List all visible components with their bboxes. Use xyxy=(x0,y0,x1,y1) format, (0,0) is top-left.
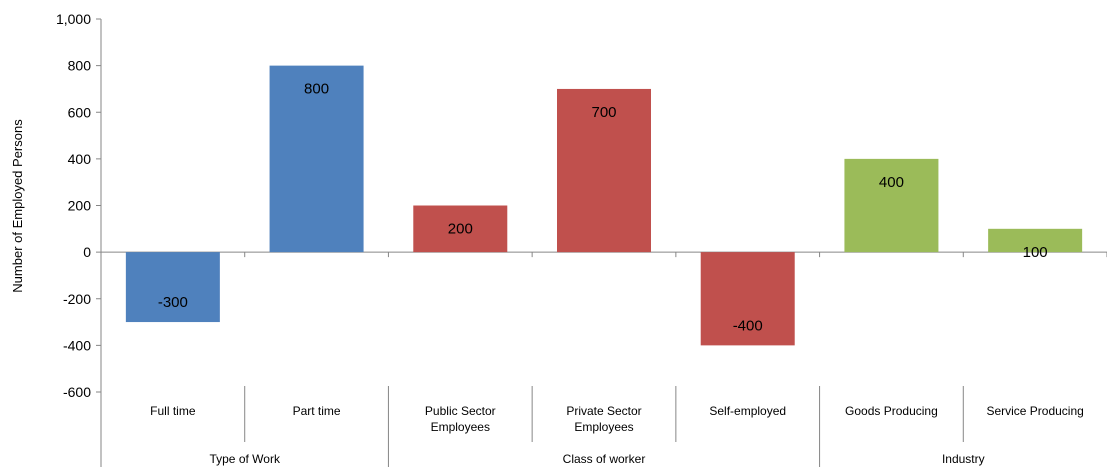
y-axis-title-group: Number of Employed Persons xyxy=(10,119,25,293)
bar xyxy=(269,65,364,253)
group-label: Industry xyxy=(942,452,985,466)
category-label: Service Producing xyxy=(986,404,1083,418)
data-label: 100 xyxy=(1023,244,1048,261)
bar xyxy=(125,252,220,323)
data-label: 700 xyxy=(591,104,616,121)
y-axis-title: Number of Employed Persons xyxy=(10,119,25,293)
y-tick-label: -400 xyxy=(63,337,91,353)
category-label: Goods Producing xyxy=(845,404,938,418)
y-tick-label: 400 xyxy=(68,151,92,167)
data-label: 400 xyxy=(879,174,904,191)
x-axis xyxy=(101,251,1107,467)
bar xyxy=(557,88,651,253)
group-label: Class of worker xyxy=(563,452,646,466)
category-label: Full time xyxy=(150,404,196,418)
y-tick-label: 1,000 xyxy=(56,11,91,27)
category-label: Private Sector Employees xyxy=(566,404,641,434)
data-label: -400 xyxy=(733,317,763,334)
data-labels: -300 800 200 700 -400 400 100 xyxy=(158,81,1048,335)
y-tick-label: 800 xyxy=(68,58,92,74)
y-tick-label: -600 xyxy=(63,384,91,400)
y-tick-label: -200 xyxy=(63,291,91,307)
group-label: Type of Work xyxy=(209,452,280,466)
data-label: 200 xyxy=(448,221,473,238)
bar xyxy=(844,158,939,253)
y-tick-label: 0 xyxy=(83,244,91,260)
category-label: Part time xyxy=(293,404,341,418)
bar xyxy=(413,205,508,253)
y-tick-label: 600 xyxy=(68,104,92,120)
bars xyxy=(125,65,1083,346)
group-labels: Type of Work Class of worker Industry xyxy=(209,452,984,466)
category-labels: Full time Part time Public Sector Employees… xyxy=(150,404,1084,434)
y-axis: -600 -400 -200 0 200 400 600 800 1,000 xyxy=(56,11,102,467)
category-label: Self-employed xyxy=(709,404,786,418)
data-label: 800 xyxy=(304,81,329,98)
bar xyxy=(988,228,1083,253)
category-label: Public Sector Employees xyxy=(425,404,496,434)
bar xyxy=(700,252,795,346)
data-label: -300 xyxy=(158,294,188,311)
y-tick-label: 200 xyxy=(68,198,92,214)
